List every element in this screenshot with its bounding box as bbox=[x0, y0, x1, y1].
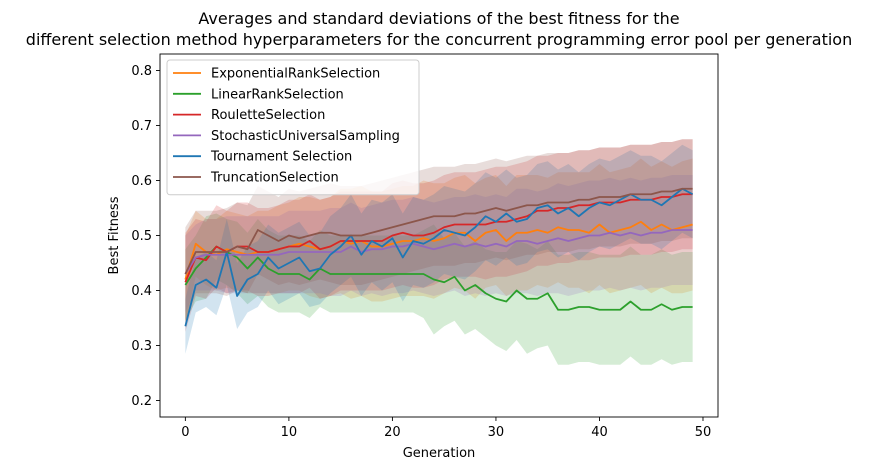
legend: ExponentialRankSelection LinearRankSelect… bbox=[166, 59, 420, 196]
x-axis: 0 10 20 30 40 50 bbox=[181, 417, 711, 440]
y-tick-label: 0.6 bbox=[131, 174, 152, 189]
series-line-truncationselection bbox=[184, 187, 693, 275]
y-tick-label: 0.5 bbox=[131, 229, 152, 244]
chart-title-line-1: Averages and standard deviations of the … bbox=[198, 9, 680, 28]
legend-box bbox=[166, 59, 420, 196]
y-tick-label: 0.4 bbox=[131, 284, 152, 299]
series-line-rouletteselection bbox=[184, 193, 693, 283]
legend-label-truncationselection: TruncationSelection bbox=[210, 171, 339, 186]
series-line-stochasticuniversalsampling bbox=[184, 229, 693, 275]
legend-label-rouletteselection: RouletteSelection bbox=[211, 108, 325, 123]
y-tick-label: 0.7 bbox=[131, 119, 152, 134]
legend-label-linearrankselection: LinearRankSelection bbox=[211, 87, 344, 102]
y-tick-label: 0.8 bbox=[131, 64, 152, 79]
x-tick-label: 40 bbox=[591, 425, 608, 440]
std-band-tournament-selection bbox=[185, 144, 693, 354]
std-band-exponentialrankselection bbox=[185, 158, 693, 324]
x-tick-label: 0 bbox=[181, 425, 189, 440]
y-tick-label: 0.3 bbox=[131, 339, 152, 354]
chart-title-line-2: different selection method hyperparamete… bbox=[25, 30, 853, 49]
y-axis: 0.2 0.3 0.4 0.5 0.6 0.7 0.8 bbox=[131, 64, 160, 409]
series-line-linearrankselection bbox=[184, 245, 693, 311]
x-tick-label: 20 bbox=[384, 425, 401, 440]
chart-title: Averages and standard deviations of the … bbox=[0, 8, 878, 50]
y-tick-label: 0.2 bbox=[131, 394, 152, 409]
legend-label-stochasticuniversalsampling: StochasticUniversalSampling bbox=[211, 129, 400, 144]
x-tick-label: 30 bbox=[488, 425, 505, 440]
legend-label-exponentialrankselection: ExponentialRankSelection bbox=[211, 67, 380, 82]
legend-label-tournament-selection: Tournament Selection bbox=[210, 150, 352, 165]
y-axis-label: Best Fitness bbox=[107, 196, 122, 274]
x-tick-label: 10 bbox=[281, 425, 298, 440]
std-band-rouletteselection bbox=[185, 139, 693, 332]
series-line-tournament-selection bbox=[184, 187, 694, 327]
x-tick-label: 50 bbox=[695, 425, 712, 440]
x-axis-label: Generation bbox=[403, 446, 476, 461]
mean-lines bbox=[184, 187, 694, 327]
